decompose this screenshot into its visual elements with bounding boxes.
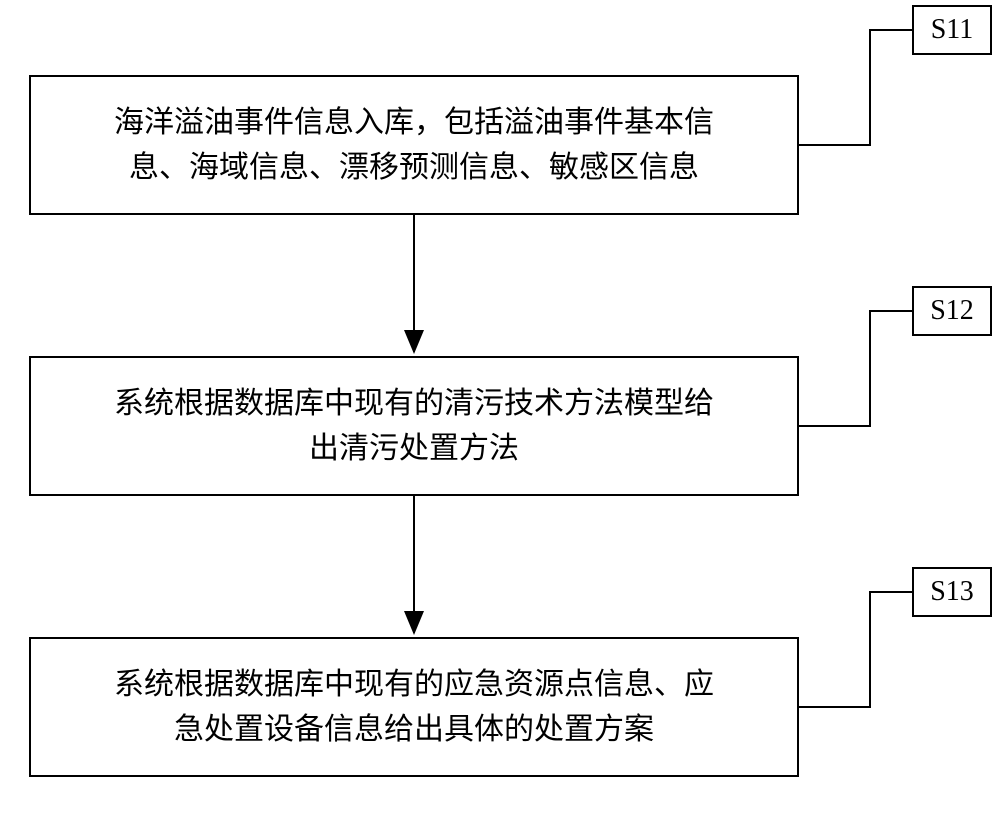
text-line: 息、海域信息、漂移预测信息、敏感区信息 [129, 151, 699, 184]
flow-step-s12: 系统根据数据库中现有的清污技术方法模型给 出清污处置方法 [29, 356, 799, 496]
text-line: 出清污处置方法 [309, 432, 519, 465]
step-label-text: S11 [931, 14, 974, 46]
flow-step-s12-text: 系统根据数据库中现有的清污技术方法模型给 出清污处置方法 [114, 381, 714, 471]
text-line: 海洋溢油事件信息入库，包括溢油事件基本信 [114, 106, 714, 139]
step-label-text: S13 [930, 576, 974, 608]
flow-step-s11: 海洋溢油事件信息入库，包括溢油事件基本信 息、海域信息、漂移预测信息、敏感区信息 [29, 75, 799, 215]
step-label-text: S12 [930, 295, 974, 327]
step-label-s11: S11 [912, 5, 992, 55]
flow-step-s11-text: 海洋溢油事件信息入库，包括溢油事件基本信 息、海域信息、漂移预测信息、敏感区信息 [114, 100, 714, 190]
step-label-s12: S12 [912, 286, 992, 336]
flow-step-s13: 系统根据数据库中现有的应急资源点信息、应 急处置设备信息给出具体的处置方案 [29, 637, 799, 777]
connector-s12 [799, 311, 912, 426]
text-line: 系统根据数据库中现有的清污技术方法模型给 [114, 387, 714, 420]
text-line: 急处置设备信息给出具体的处置方案 [174, 713, 654, 746]
flow-step-s13-text: 系统根据数据库中现有的应急资源点信息、应 急处置设备信息给出具体的处置方案 [114, 662, 714, 752]
connector-s11 [799, 30, 912, 145]
step-label-s13: S13 [912, 567, 992, 617]
connector-s13 [799, 592, 912, 707]
text-line: 系统根据数据库中现有的应急资源点信息、应 [114, 668, 714, 701]
